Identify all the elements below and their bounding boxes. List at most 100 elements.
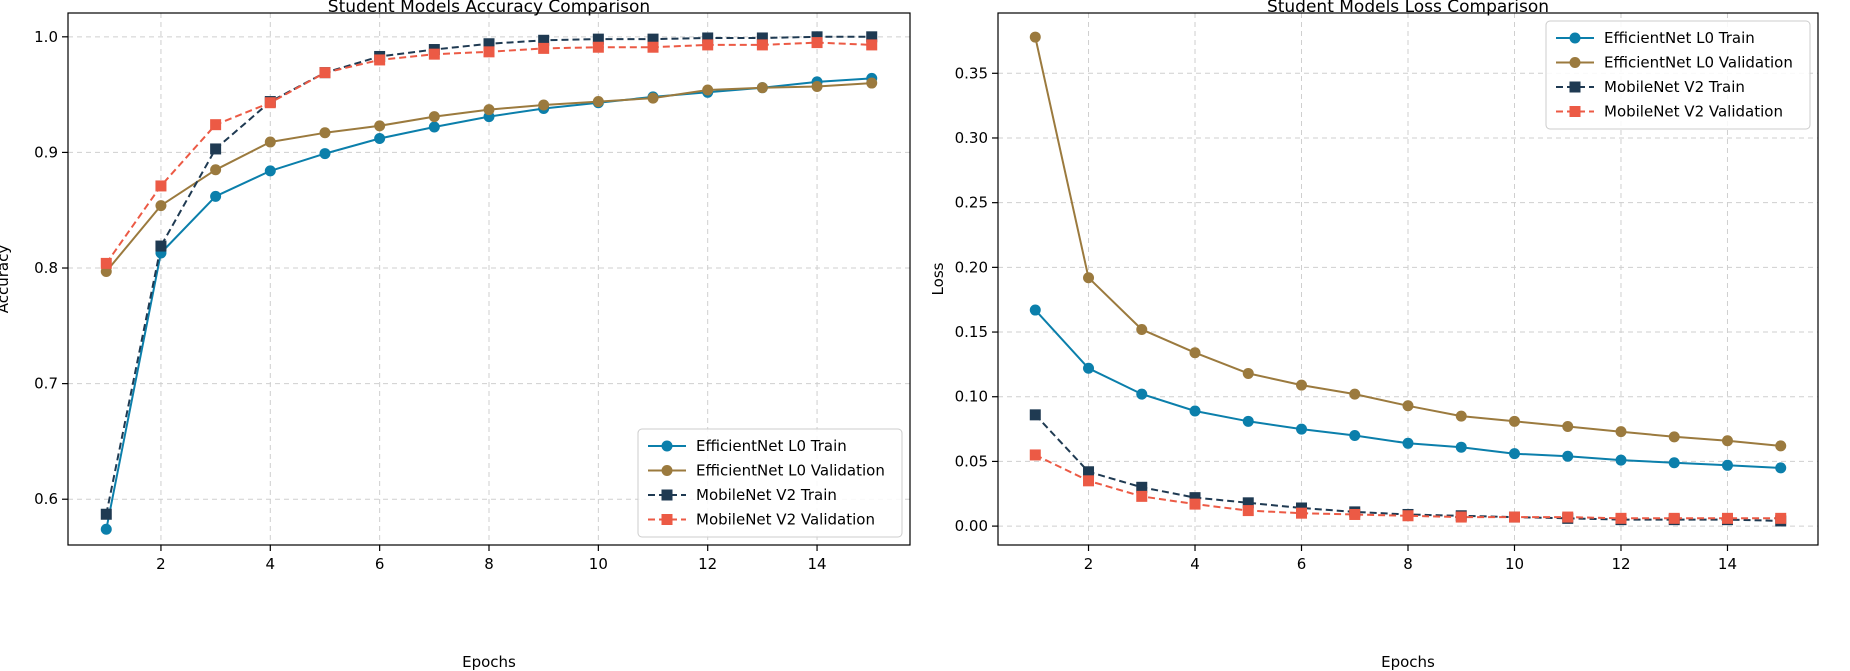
data-point-efficientnet-l0-validation [1721, 435, 1733, 447]
data-point-mobilenet-v2-train [811, 31, 823, 43]
data-point-mobilenet-v2-train [1242, 497, 1254, 509]
data-point-efficientnet-l0-validation [756, 82, 768, 94]
legend-marker-mobilenet-v2-train [661, 489, 673, 501]
legend: EfficientNet L0 Train EfficientNet L0 Val… [1545, 20, 1811, 130]
data-point-mobilenet-v2-validation [264, 97, 276, 109]
y-tick-label: 0.20 [955, 258, 988, 276]
data-point-mobilenet-v2-train [647, 33, 659, 45]
data-point-mobilenet-v2-validation [1242, 505, 1254, 517]
chart-title: Student Models Accuracy Comparison [328, 0, 650, 17]
y-tick-label: 0.10 [955, 388, 988, 406]
x-tick-label: 6 [375, 555, 385, 573]
data-point-efficientnet-l0-validation [1562, 420, 1574, 432]
data-point-mobilenet-v2-validation [1349, 508, 1361, 520]
data-point-mobilenet-v2-validation [428, 48, 440, 60]
data-point-mobilenet-v2-train [756, 32, 768, 44]
data-point-efficientnet-l0-validation [155, 200, 167, 212]
data-point-mobilenet-v2-validation [155, 180, 167, 192]
x-tick-label: 10 [589, 555, 608, 573]
legend-box [1545, 20, 1811, 130]
x-tick-label: 8 [1403, 555, 1413, 573]
data-point-mobilenet-v2-validation [1562, 511, 1574, 523]
legend-marker-mobilenet-v2-train [1569, 81, 1581, 93]
data-point-efficientnet-l0-train [1083, 362, 1095, 374]
y-tick-label: 1.0 [34, 28, 58, 46]
data-point-efficientnet-l0-train [1402, 437, 1414, 449]
data-point-mobilenet-v2-train [1083, 466, 1095, 478]
legend-label-mobilenet-v2-validation: MobileNet V2 Validation [1604, 103, 1783, 121]
series-line-mobilenet-v2-validation [1034, 454, 1781, 520]
y-axis-label: Loss [929, 262, 947, 295]
data-point-efficientnet-l0-validation [866, 77, 878, 89]
data-point-mobilenet-v2-validation [1615, 512, 1627, 524]
data-point-efficientnet-l0-train [264, 165, 276, 177]
data-point-efficientnet-l0-validation [428, 111, 440, 123]
x-axis-label: Epochs [1381, 653, 1435, 671]
data-point-mobilenet-v2-validation [1508, 511, 1520, 523]
x-tick-label: 4 [1190, 555, 1200, 573]
data-point-efficientnet-l0-validation [647, 92, 659, 104]
data-point-efficientnet-l0-validation [1029, 31, 1041, 43]
data-point-efficientnet-l0-train [319, 148, 331, 160]
data-point-efficientnet-l0-validation [483, 104, 495, 116]
data-point-efficientnet-l0-train [1615, 454, 1627, 466]
legend-label-mobilenet-v2-train: MobileNet V2 Train [696, 486, 837, 504]
data-point-efficientnet-l0-validation [1668, 431, 1680, 443]
data-point-efficientnet-l0-train [1136, 388, 1148, 400]
y-tick-label: 0.9 [34, 143, 58, 161]
plot-frame [67, 12, 911, 546]
data-point-mobilenet-v2-validation [319, 67, 331, 79]
x-tick-label: 4 [266, 555, 276, 573]
legend-marker-efficientnet-l0-train [1569, 32, 1581, 44]
data-point-mobilenet-v2-train [1189, 492, 1201, 504]
data-point-efficientnet-l0-train [1562, 450, 1574, 462]
y-tick-label: 0.8 [34, 259, 58, 277]
legend-marker-mobilenet-v2-validation [1569, 106, 1581, 117]
legend-label-efficientnet-l0-validation: EfficientNet L0 Validation [1604, 54, 1793, 72]
data-point-efficientnet-l0-validation [1615, 426, 1627, 438]
x-tick-label: 6 [1297, 555, 1307, 573]
data-point-mobilenet-v2-validation [1668, 512, 1680, 524]
legend-box [637, 428, 903, 538]
data-point-mobilenet-v2-train [210, 143, 222, 155]
data-point-efficientnet-l0-validation [1775, 440, 1787, 452]
data-point-efficientnet-l0-validation [1349, 388, 1361, 400]
y-tick-label: 0.05 [955, 452, 988, 470]
legend-label-efficientnet-l0-validation: EfficientNet L0 Validation [696, 462, 885, 480]
data-point-mobilenet-v2-validation [1029, 449, 1041, 461]
legend-marker-mobilenet-v2-validation [661, 514, 673, 525]
data-point-efficientnet-l0-validation [1296, 379, 1308, 391]
data-point-efficientnet-l0-validation [1136, 323, 1148, 335]
y-tick-label: 0.30 [955, 129, 988, 147]
y-tick-label: 0.15 [955, 323, 988, 341]
y-tick-label: 0.25 [955, 194, 988, 212]
data-point-efficientnet-l0-train [1775, 462, 1787, 474]
y-tick-label: 0.00 [955, 517, 988, 535]
data-point-mobilenet-v2-validation [210, 119, 222, 131]
data-point-efficientnet-l0-validation [538, 99, 550, 111]
y-axis-label: Accuracy [0, 245, 12, 314]
x-tick-label: 12 [698, 555, 717, 573]
data-point-efficientnet-l0-validation [1508, 415, 1520, 427]
data-point-efficientnet-l0-validation [811, 81, 823, 93]
data-point-mobilenet-v2-validation [1083, 475, 1095, 487]
data-point-efficientnet-l0-validation [1083, 272, 1095, 284]
data-point-efficientnet-l0-train [374, 133, 386, 145]
x-tick-label: 2 [1084, 555, 1094, 573]
data-point-mobilenet-v2-validation [1189, 498, 1201, 510]
x-axis-label: Epochs [462, 653, 516, 671]
data-point-mobilenet-v2-validation [538, 42, 550, 54]
data-point-mobilenet-v2-validation [756, 39, 768, 51]
data-point-efficientnet-l0-validation [1189, 347, 1201, 359]
x-tick-label: 2 [156, 555, 166, 573]
data-point-mobilenet-v2-validation [100, 257, 112, 269]
data-point-efficientnet-l0-validation [264, 136, 276, 148]
legend-label-mobilenet-v2-train: MobileNet V2 Train [1604, 78, 1745, 96]
data-point-mobilenet-v2-validation [1296, 507, 1308, 519]
legend-marker-efficientnet-l0-validation [661, 465, 673, 476]
data-point-mobilenet-v2-validation [1775, 512, 1787, 524]
data-point-efficientnet-l0-train [1296, 423, 1308, 435]
data-point-mobilenet-v2-train [592, 33, 604, 45]
chart-loss: 2 4 6 8 10 12 14 0.00 0.05 0.10 0.15 0.20 0.25 0.30 0.… [929, 0, 1819, 671]
